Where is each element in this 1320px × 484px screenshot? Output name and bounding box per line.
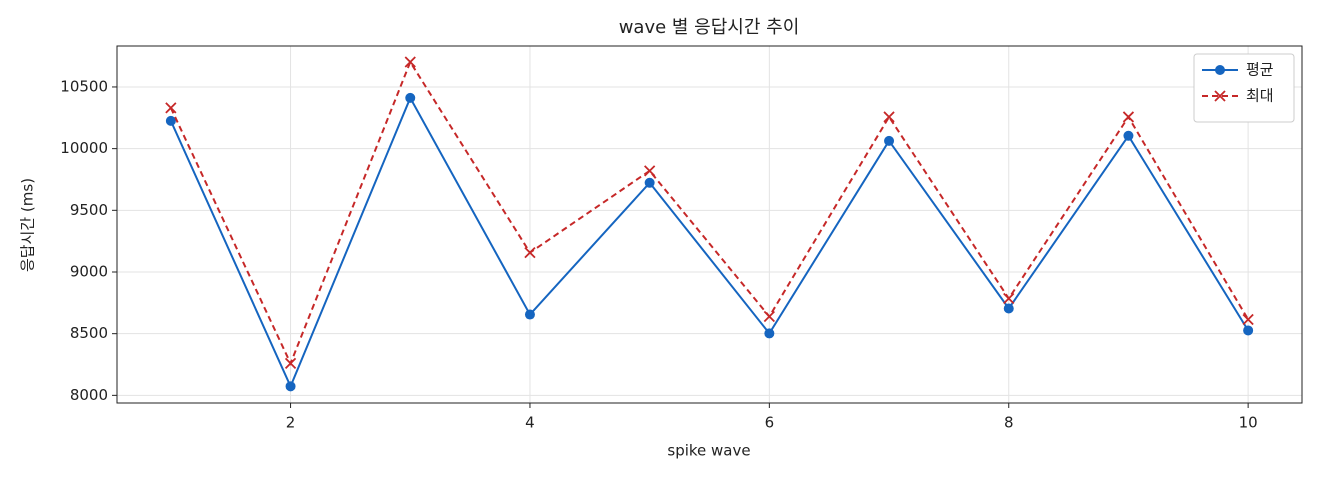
point — [284, 357, 297, 370]
point — [404, 56, 416, 68]
series-line — [169, 95, 1249, 389]
point — [644, 177, 655, 188]
point — [285, 381, 296, 392]
plot-frame — [116, 45, 1303, 404]
y-tick-label: 8500 — [70, 324, 108, 342]
point — [165, 102, 177, 114]
point — [1003, 303, 1014, 314]
series-line — [169, 59, 1249, 366]
point — [644, 165, 656, 177]
point — [1243, 325, 1254, 336]
x-tick-label: 10 — [1239, 414, 1258, 432]
y-tick-label: 8000 — [70, 386, 108, 404]
y-axis-label: 응답시간 (ms) — [19, 178, 37, 272]
y-tick-label: 9500 — [70, 201, 108, 219]
point — [1003, 292, 1015, 305]
point — [883, 111, 895, 123]
point — [763, 310, 775, 323]
chart-title: wave 별 응답시간 추이 — [619, 17, 800, 38]
x-tick-label: 6 — [765, 414, 775, 432]
x-axis-label: spike wave — [667, 442, 750, 460]
x-tick-label: 4 — [525, 414, 535, 432]
legend-box — [1193, 53, 1295, 123]
point — [524, 246, 536, 259]
x-tick-label: 2 — [286, 414, 296, 432]
point — [884, 135, 895, 146]
y-tick-label: 10500 — [60, 77, 108, 95]
y-tick-label: 10000 — [60, 139, 108, 157]
point — [524, 309, 535, 320]
legend-marker — [1214, 90, 1226, 102]
point — [1122, 111, 1135, 123]
point — [764, 328, 775, 339]
point — [165, 115, 176, 126]
legend-label: 평균 — [1246, 61, 1274, 79]
x-tick-label: 8 — [1004, 414, 1014, 432]
point — [405, 92, 416, 103]
y-tick-label: 9000 — [70, 262, 108, 280]
point — [1123, 130, 1134, 141]
legend-label: 최대 — [1246, 87, 1274, 105]
point — [1242, 313, 1254, 326]
legend-marker — [1215, 65, 1225, 75]
